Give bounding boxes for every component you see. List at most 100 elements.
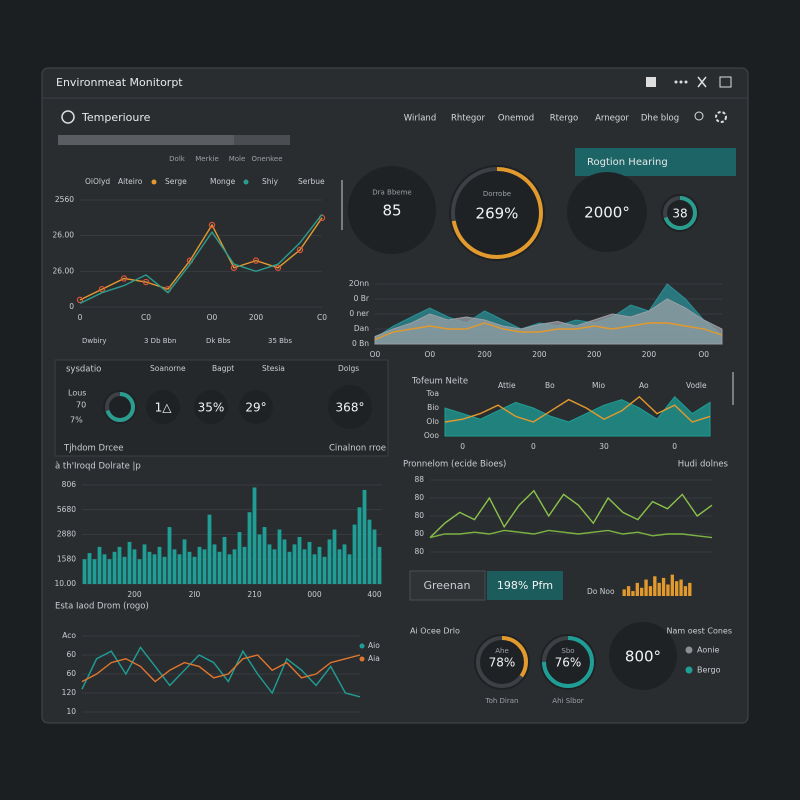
bar (142, 544, 147, 584)
bar (357, 507, 362, 584)
y-tick-label: Ooo (424, 431, 439, 440)
bar (312, 554, 317, 584)
legend-label: Monge (210, 177, 236, 186)
bar (147, 551, 152, 584)
bar (362, 489, 367, 584)
marker (76, 296, 84, 304)
legend-label: Shiy (262, 177, 279, 186)
gauge-arc (663, 196, 697, 230)
bar (272, 549, 277, 584)
bar (653, 576, 657, 596)
y-tick-label: 0 (69, 302, 74, 311)
bar (287, 551, 292, 584)
legend-label: Serge (165, 177, 187, 186)
y-tick-label: 80 (414, 547, 424, 556)
bar (317, 546, 322, 584)
settings-icon[interactable] (715, 111, 727, 123)
bar (217, 551, 222, 584)
nav-link: Onemod (498, 114, 534, 124)
search-icon[interactable] (61, 110, 75, 124)
panel-subtitle: Nam oest Cones (666, 627, 732, 636)
y-tick-label: 2Onn (349, 279, 369, 288)
bar (177, 554, 182, 584)
legend-swatch (685, 666, 693, 674)
bar (626, 586, 631, 596)
panel-title: sysdatio (66, 365, 101, 375)
bar (187, 551, 192, 584)
gauge-face (474, 634, 530, 690)
footer-label: Tjhdom Drcee (63, 444, 124, 454)
bar (112, 551, 117, 584)
bar (327, 539, 332, 584)
bar (167, 527, 172, 584)
y-tick-label: 26.00 (53, 231, 75, 240)
bar (377, 546, 382, 584)
icon[interactable] (646, 77, 656, 87)
bar (342, 544, 347, 584)
bar (661, 577, 666, 596)
button[interactable] (409, 570, 486, 601)
line (81, 654, 361, 683)
nav-link: Wirland (404, 114, 436, 124)
x-tick-label: 200 (532, 350, 547, 359)
gauge-face (239, 390, 273, 424)
gauge-caption: Ahi Slbor (552, 697, 584, 705)
footer-label: Dwbiry (82, 337, 107, 345)
bar (292, 544, 297, 584)
gauge-value: 29° (245, 401, 266, 415)
y-tick-label: 10.00 (55, 579, 77, 588)
bar (82, 559, 87, 584)
icon (679, 80, 683, 84)
legend-swatch (243, 179, 249, 185)
bar (648, 586, 653, 596)
y-tick-label: Toa (426, 389, 440, 398)
legend-swatch (685, 646, 693, 654)
line (429, 489, 713, 539)
footer-label: 35 Bbs (268, 337, 292, 345)
gauge-value: 85 (382, 202, 401, 220)
line (79, 213, 323, 305)
chart-title: à th'Iroqd Dolrate |p (55, 462, 141, 472)
bar (262, 527, 267, 584)
legend-label: OiOlyd (85, 177, 110, 186)
marker (208, 221, 216, 229)
bar (307, 541, 312, 584)
bar (252, 487, 257, 584)
bar (297, 536, 302, 584)
x-tick-label: 200 (249, 313, 264, 322)
bar (277, 529, 282, 584)
search-icon[interactable] (694, 111, 704, 121)
y-tick-label: 0 Br (354, 294, 370, 303)
bar (202, 549, 207, 584)
icon[interactable] (674, 80, 678, 84)
line (374, 322, 723, 341)
gauge-face (146, 390, 180, 424)
legend-label: Aonie (697, 646, 720, 655)
bar (282, 539, 287, 584)
bar (92, 559, 97, 584)
x-tick-label: O0 (424, 350, 435, 359)
line (79, 217, 323, 301)
x-tick-label: 2l0 (189, 590, 201, 599)
chart-title: Esta Iaod Drom (rogo) (55, 602, 149, 612)
marker (142, 278, 150, 286)
icon[interactable] (719, 76, 732, 88)
y-tick-label: 1580 (57, 554, 76, 563)
gauge-caption: Toh Diran (485, 697, 519, 705)
gauge-face (540, 634, 596, 690)
bar (212, 544, 217, 584)
button-label: 198% Pfm (497, 579, 553, 592)
label: Do Noo (587, 587, 615, 596)
gauge-title: Dra Bbeme (372, 188, 411, 196)
button[interactable] (487, 571, 563, 600)
tab: Dolgs (338, 364, 359, 373)
legend-label: Vodle (686, 381, 707, 390)
progress-fill (58, 135, 234, 145)
bar (87, 553, 92, 584)
y-tick-label: Bio (427, 403, 439, 412)
bar (237, 532, 242, 584)
gauge-value: 2000° (584, 204, 630, 222)
panel-title: Rogtion Hearing (587, 157, 668, 168)
toolbar-title: Temperioure (81, 111, 151, 124)
